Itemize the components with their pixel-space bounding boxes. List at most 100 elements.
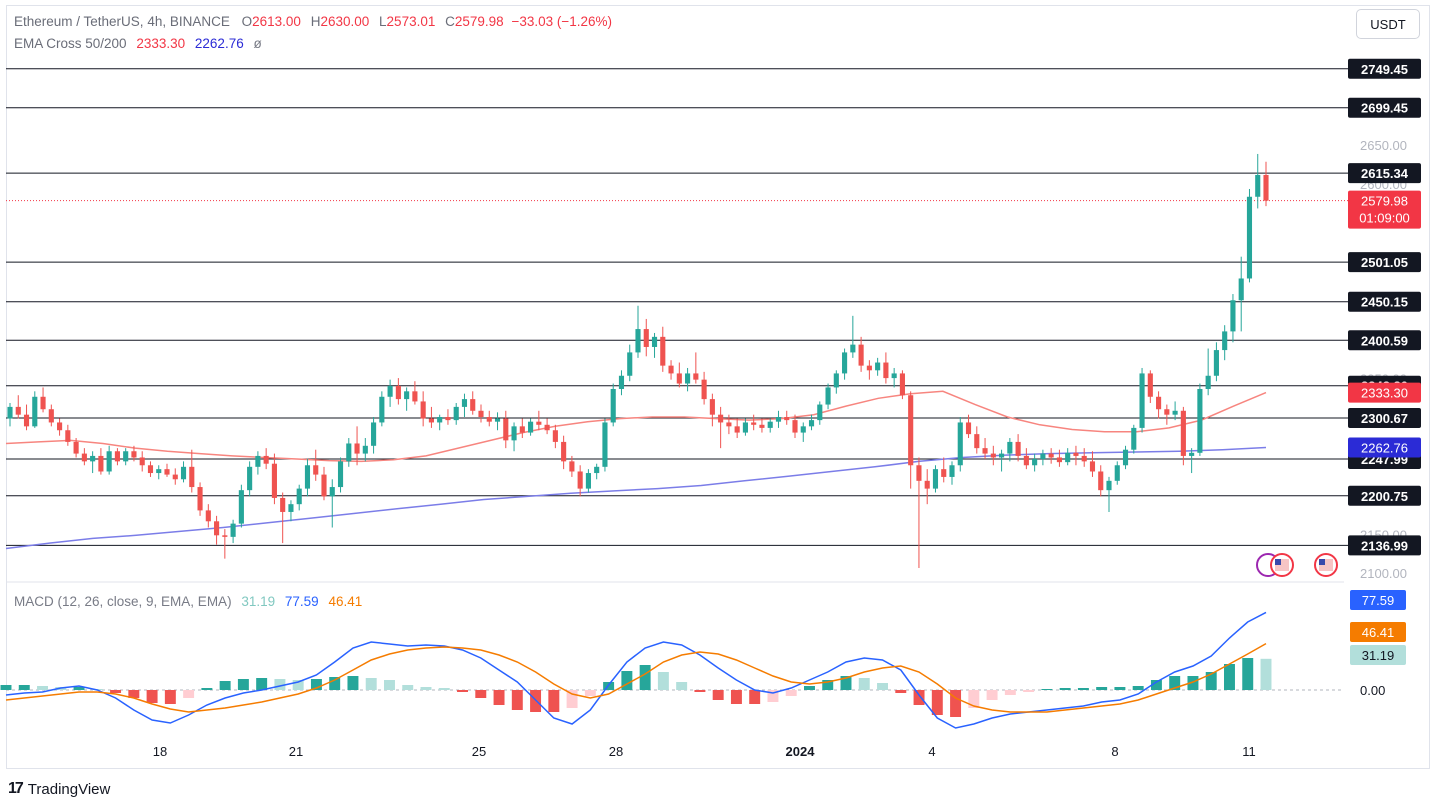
candle-body[interactable] xyxy=(1230,300,1236,332)
candle-body[interactable] xyxy=(1040,453,1046,460)
candle-body[interactable] xyxy=(1213,350,1219,376)
candle-body[interactable] xyxy=(371,422,377,446)
candle-body[interactable] xyxy=(784,417,790,421)
candle-body[interactable] xyxy=(354,443,360,454)
currency-button[interactable]: USDT xyxy=(1356,9,1420,39)
candle-body[interactable] xyxy=(412,391,418,402)
candle-body[interactable] xyxy=(1164,409,1170,415)
candle-body[interactable] xyxy=(726,422,732,427)
candle-body[interactable] xyxy=(1007,441,1013,454)
candle-body[interactable] xyxy=(40,396,46,410)
candle-body[interactable] xyxy=(114,451,120,462)
tradingview-footer[interactable]: 17 TradingView xyxy=(8,780,110,798)
symbol-label[interactable]: Ethereum / TetherUS, 4h, BINANCE xyxy=(14,14,230,29)
candle-body[interactable] xyxy=(1065,452,1071,463)
candle-body[interactable] xyxy=(48,409,54,423)
candle-body[interactable] xyxy=(808,420,815,427)
candle-body[interactable] xyxy=(1122,449,1129,466)
candle-body[interactable] xyxy=(701,379,707,400)
candle-body[interactable] xyxy=(1032,459,1038,466)
candle-body[interactable] xyxy=(1139,373,1145,428)
candle-body[interactable] xyxy=(478,410,484,418)
candle-body[interactable] xyxy=(1056,457,1062,463)
candle-body[interactable] xyxy=(304,465,311,489)
candle-body[interactable] xyxy=(866,365,872,371)
candle-body[interactable] xyxy=(263,455,269,464)
candle-body[interactable] xyxy=(1106,480,1112,491)
candle-body[interactable] xyxy=(800,426,806,433)
candle-body[interactable] xyxy=(858,344,864,366)
candle-body[interactable] xyxy=(1189,452,1195,456)
candle-body[interactable] xyxy=(65,430,71,442)
candle-body[interactable] xyxy=(1131,427,1137,450)
candle-body[interactable] xyxy=(850,344,856,353)
candle-body[interactable] xyxy=(759,424,765,428)
candle-body[interactable] xyxy=(817,404,823,421)
candle-body[interactable] xyxy=(610,388,616,423)
candle-body[interactable] xyxy=(1114,465,1120,481)
candle-body[interactable] xyxy=(999,453,1005,458)
candle-body[interactable] xyxy=(420,401,426,419)
candle-body[interactable] xyxy=(321,474,327,497)
candle-body[interactable] xyxy=(1015,441,1021,456)
candle-body[interactable] xyxy=(1156,396,1162,410)
candle-body[interactable] xyxy=(767,421,773,428)
candle-body[interactable] xyxy=(908,395,914,466)
candle-body[interactable] xyxy=(1073,452,1079,456)
candle-body[interactable] xyxy=(742,422,748,433)
candle-body[interactable] xyxy=(346,443,352,462)
candle-body[interactable] xyxy=(494,418,501,422)
candle-body[interactable] xyxy=(924,480,930,489)
candle-body[interactable] xyxy=(734,426,740,433)
candle-body[interactable] xyxy=(81,453,87,462)
candle-body[interactable] xyxy=(1048,453,1054,458)
candle-body[interactable] xyxy=(842,352,848,374)
candle-body[interactable] xyxy=(1089,461,1096,472)
candle-body[interactable] xyxy=(1147,373,1153,397)
candle-body[interactable] xyxy=(387,385,393,397)
candle-body[interactable] xyxy=(792,420,798,433)
candle-body[interactable] xyxy=(1098,471,1104,491)
candle-body[interactable] xyxy=(618,375,625,389)
candle-body[interactable] xyxy=(577,471,583,489)
candle-body[interactable] xyxy=(7,406,13,419)
candle-body[interactable] xyxy=(238,490,244,524)
candle-body[interactable] xyxy=(503,418,509,441)
candle-body[interactable] xyxy=(288,504,294,512)
candle-body[interactable] xyxy=(932,469,939,489)
candle-body[interactable] xyxy=(899,373,905,396)
candle-body[interactable] xyxy=(883,362,889,379)
ema-label[interactable]: EMA Cross 50/200 xyxy=(14,36,127,51)
candle-body[interactable] xyxy=(990,453,996,458)
candle-body[interactable] xyxy=(891,373,897,379)
candle-body[interactable] xyxy=(825,387,831,405)
candle-body[interactable] xyxy=(337,461,344,488)
candle-body[interactable] xyxy=(685,373,691,384)
candle-body[interactable] xyxy=(139,457,145,466)
candle-body[interactable] xyxy=(941,469,947,477)
candle-body[interactable] xyxy=(676,373,682,384)
candle-body[interactable] xyxy=(949,465,955,477)
candle-body[interactable] xyxy=(585,473,591,489)
candle-body[interactable] xyxy=(916,465,922,481)
candle-body[interactable] xyxy=(544,424,550,431)
candle-body[interactable] xyxy=(536,421,542,425)
candle-body[interactable] xyxy=(1238,278,1244,301)
candle-body[interactable] xyxy=(875,362,881,371)
candle-body[interactable] xyxy=(329,487,335,497)
candle-body[interactable] xyxy=(775,417,782,422)
candle-body[interactable] xyxy=(1255,174,1261,197)
candle-body[interactable] xyxy=(693,373,699,380)
candle-body[interactable] xyxy=(131,451,137,458)
candle-body[interactable] xyxy=(280,497,286,512)
macd-label[interactable]: MACD (12, 26, close, 9, EMA, EMA) xyxy=(14,594,232,609)
candle-body[interactable] xyxy=(470,399,476,411)
candle-body[interactable] xyxy=(428,418,434,423)
candle-body[interactable] xyxy=(362,445,368,454)
candle-body[interactable] xyxy=(594,466,600,474)
candle-body[interactable] xyxy=(90,455,96,462)
candle-body[interactable] xyxy=(660,336,666,366)
candle-body[interactable] xyxy=(718,414,724,423)
candle-body[interactable] xyxy=(23,414,30,427)
candle-body[interactable] xyxy=(197,487,203,511)
